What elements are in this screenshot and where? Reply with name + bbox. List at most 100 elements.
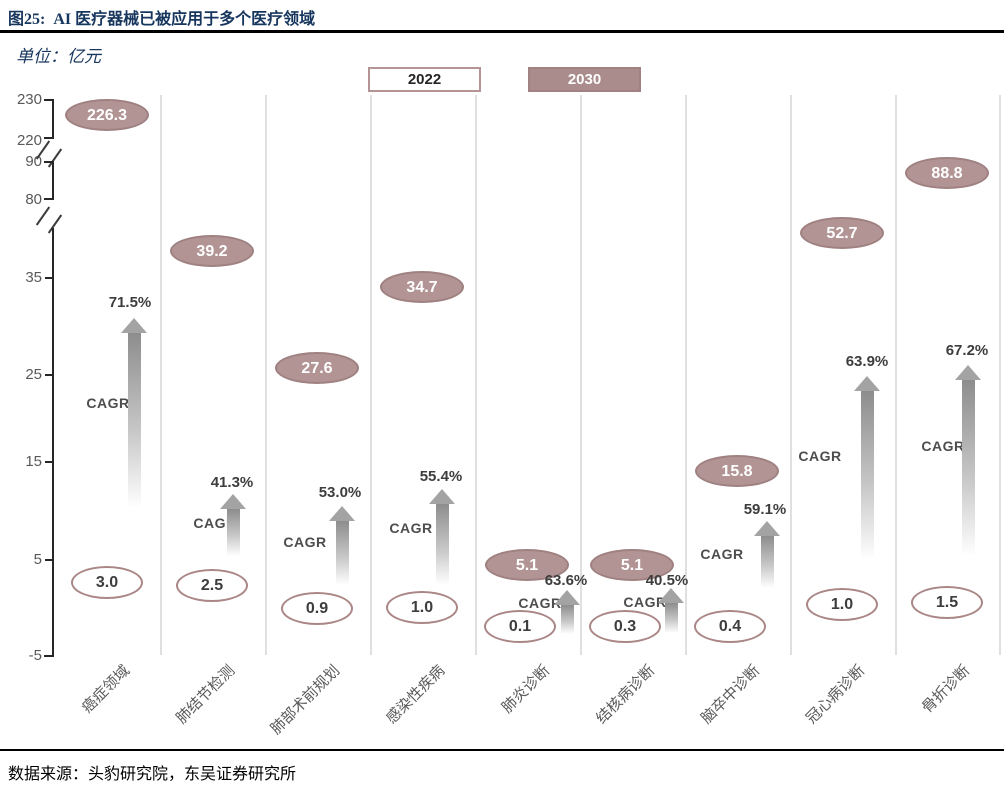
- cagr-label: CAGR: [921, 438, 965, 454]
- cagr-value: 67.2%: [945, 342, 989, 359]
- y-axis-tick-label: -5: [28, 647, 42, 664]
- cagr-label: CAGR: [193, 515, 237, 531]
- y-axis-tick-label: 80: [25, 191, 42, 208]
- value-2022-bubble: 0.9: [281, 592, 353, 625]
- axis-tick: [45, 559, 52, 561]
- arrow-shaft: [860, 391, 874, 560]
- value-2022-bubble: 1.5: [911, 586, 983, 619]
- arrow-head-icon: [220, 494, 246, 509]
- arrow-shaft: [560, 605, 574, 634]
- legend-2030-chip: 2030: [528, 67, 641, 92]
- value-2022-bubble: 3.0: [71, 566, 143, 599]
- footer-rule: [0, 749, 1004, 751]
- value-2030-bubble: 39.2: [170, 235, 254, 267]
- value-2022-bubble: 1.0: [806, 588, 878, 621]
- arrow-head-icon: [554, 590, 580, 605]
- arrow-head-icon: [429, 489, 455, 504]
- value-2030-bubble: 27.6: [275, 352, 359, 384]
- growth-arrow-icon: [955, 365, 981, 556]
- growth-arrow-icon: [329, 506, 355, 585]
- cagr-value: 63.9%: [845, 353, 889, 370]
- value-2022-bubble: 1.0: [386, 591, 458, 624]
- column-separator: [160, 95, 162, 655]
- growth-arrow-icon: [220, 494, 246, 556]
- value-2022-bubble: 0.3: [589, 610, 661, 643]
- category-label: 冠心病诊断: [803, 662, 869, 728]
- value-2022-bubble: 0.4: [694, 610, 766, 643]
- axis-tick: [44, 198, 54, 200]
- cagr-label: CAGR: [389, 520, 433, 536]
- column-separator: [580, 95, 582, 655]
- value-2030-bubble: 15.8: [695, 455, 779, 487]
- value-2030-bubble: 52.7: [800, 217, 884, 249]
- y-axis-tick-label: 90: [25, 153, 42, 170]
- y-axis-tick-label: 5: [33, 551, 42, 568]
- column-separator: [895, 95, 897, 655]
- growth-arrow-icon: [658, 588, 684, 633]
- arrow-shaft: [226, 509, 240, 556]
- axis-tick: [45, 461, 52, 463]
- value-2030-bubble: 5.1: [590, 549, 674, 581]
- column-separator: [370, 95, 372, 655]
- growth-arrow-icon: [121, 318, 147, 508]
- category-label: 脑卒中诊断: [698, 662, 764, 728]
- column-separator: [265, 95, 267, 655]
- arrow-shaft: [127, 333, 141, 508]
- axis-tick: [44, 161, 54, 163]
- cagr-value: 63.6%: [544, 572, 588, 589]
- growth-arrow-icon: [854, 376, 880, 560]
- cagr-value: 40.5%: [645, 572, 689, 589]
- category-label: 肺结节检测: [173, 662, 239, 728]
- legend-2022-chip: 2022: [368, 67, 481, 92]
- cagr-label: CAGR: [86, 395, 130, 411]
- arrow-head-icon: [955, 365, 981, 380]
- figure-title: 图25: AI 医疗器械已被应用于多个医疗领域: [8, 11, 316, 28]
- y-axis-tick-label: 15: [25, 453, 42, 470]
- arrow-head-icon: [329, 506, 355, 521]
- y-axis-bracket: [52, 100, 54, 139]
- cagr-value: 59.1%: [743, 501, 787, 518]
- cagr-label: CAGR: [518, 595, 562, 611]
- source-note: 数据来源：头豹研究院，东吴证券研究所: [8, 766, 297, 783]
- cagr-value: 41.3%: [210, 474, 254, 491]
- arrow-head-icon: [854, 376, 880, 391]
- value-2022-bubble: 0.1: [484, 610, 556, 643]
- column-separator: [999, 95, 1001, 655]
- category-label: 癌症领域: [78, 662, 134, 717]
- value-2030-bubble: 226.3: [65, 99, 149, 131]
- cagr-label: CAGR: [700, 546, 744, 562]
- arrow-head-icon: [658, 588, 684, 603]
- axis-tick: [44, 99, 54, 101]
- y-axis-tick-label: 35: [25, 269, 42, 286]
- y-axis-tick-label: 220: [16, 132, 42, 149]
- title-rule: [0, 30, 1004, 33]
- axis-break-icon: [35, 206, 51, 226]
- axis-break-icon: [47, 148, 63, 168]
- arrow-shaft: [435, 504, 449, 585]
- cagr-value: 55.4%: [419, 468, 463, 485]
- column-separator: [475, 95, 477, 655]
- column-separator: [685, 95, 687, 655]
- category-label: 肺部术前规划: [267, 662, 344, 738]
- cagr-label: CAGR: [283, 534, 327, 550]
- y-axis-tick-label: 25: [25, 366, 42, 383]
- category-label: 感染性疾病: [383, 662, 449, 728]
- unit-label: 单位：亿元: [16, 47, 101, 66]
- arrow-head-icon: [121, 318, 147, 333]
- axis-tick: [44, 655, 54, 657]
- growth-arrow-icon: [754, 521, 780, 588]
- column-separator: [790, 95, 792, 655]
- axis-break-icon: [47, 214, 63, 234]
- arrow-shaft: [664, 603, 678, 633]
- growth-arrow-icon: [429, 489, 455, 585]
- value-2030-bubble: 34.7: [380, 271, 464, 303]
- category-label: 肺炎诊断: [498, 662, 554, 717]
- category-label: 骨折诊断: [918, 662, 974, 717]
- arrow-head-icon: [754, 521, 780, 536]
- axis-tick: [44, 137, 54, 139]
- cagr-label: CAGR: [798, 448, 842, 464]
- y-axis-bracket: [52, 162, 54, 200]
- cagr-value: 71.5%: [108, 294, 152, 311]
- y-axis-line: [52, 228, 54, 657]
